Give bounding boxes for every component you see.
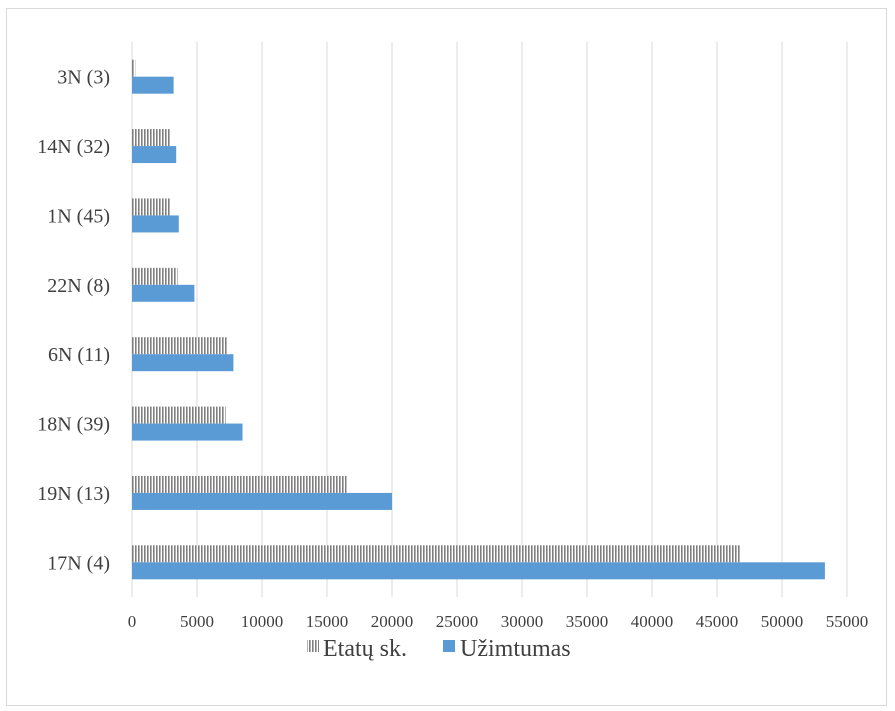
- bar-uzimtumas: [132, 76, 174, 94]
- x-tick-label: 50000: [761, 612, 804, 631]
- bar-etatu-sk: [132, 267, 178, 285]
- bar-uzimtumas: [132, 562, 825, 580]
- x-tick-label: 5000: [180, 612, 214, 631]
- bars-group: [132, 59, 825, 580]
- legend-swatch-uzimtumas: [443, 640, 455, 652]
- category-label: 19N (13): [37, 483, 110, 505]
- x-tick-label: 0: [128, 612, 137, 631]
- category-label: 18N (39): [37, 414, 110, 436]
- gridlines: [131, 42, 848, 597]
- legend: Etatų sk. Užimtumas: [307, 636, 571, 662]
- bar-uzimtumas: [132, 146, 177, 164]
- x-tick-labels: 0 5000 10000 15000 20000 25000 30000 35000 40000…: [128, 612, 869, 631]
- legend-item-etatu: Etatų sk.: [307, 636, 407, 662]
- category-label: 3N (3): [57, 67, 110, 89]
- bar-etatu-sk: [132, 545, 741, 563]
- x-tick-label: 35000: [566, 612, 609, 631]
- bar-uzimtumas: [132, 354, 234, 372]
- legend-swatch-etatu: [307, 640, 319, 652]
- bar-uzimtumas: [132, 423, 243, 441]
- category-label: 6N (11): [48, 344, 110, 366]
- category-label: 22N (8): [47, 275, 110, 297]
- bar-etatu-sk: [132, 406, 226, 424]
- bar-etatu-sk: [132, 129, 171, 147]
- x-tick-label: 45000: [696, 612, 739, 631]
- x-tick-label: 15000: [306, 612, 349, 631]
- x-tick-label: 20000: [371, 612, 414, 631]
- bar-etatu-sk: [132, 198, 171, 216]
- category-labels: 3N (3) 14N (32) 1N (45) 22N (8) 6N (11) 18N (…: [37, 67, 110, 575]
- legend-label-uzimtumas: Užimtumas: [460, 636, 571, 662]
- x-tick-label: 30000: [501, 612, 544, 631]
- bar-etatu-sk: [132, 337, 227, 355]
- bar-uzimtumas: [132, 215, 179, 233]
- x-tick-label: 40000: [631, 612, 674, 631]
- bar-uzimtumas: [132, 284, 195, 302]
- x-tick-label: 10000: [241, 612, 284, 631]
- x-tick-label: 25000: [436, 612, 479, 631]
- legend-item-uzimtumas: Užimtumas: [443, 636, 571, 662]
- bar-etatu-sk: [132, 475, 347, 493]
- category-label: 14N (32): [37, 136, 110, 158]
- legend-label-etatu: Etatų sk.: [323, 636, 407, 662]
- bar-uzimtumas: [132, 492, 392, 510]
- bar-etatu-sk: [132, 59, 136, 77]
- x-tick-label: 55000: [826, 612, 869, 631]
- category-label: 1N (45): [47, 205, 110, 227]
- category-label: 17N (4): [47, 552, 110, 574]
